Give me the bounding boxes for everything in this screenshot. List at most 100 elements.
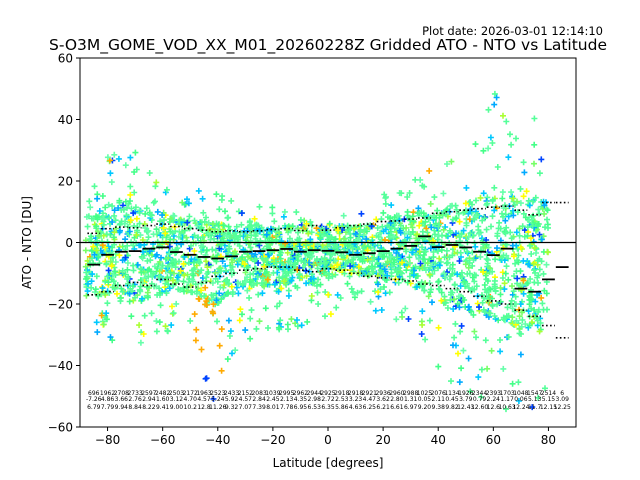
scatter-point (252, 256, 259, 263)
scatter-point (191, 248, 198, 254)
bin-stat-median: 4.57 (239, 396, 253, 403)
scatter-point (310, 275, 317, 282)
scatter-point (296, 275, 303, 282)
scatter-point (142, 210, 149, 217)
bin-stat-count: 2960 (389, 390, 404, 397)
scatter-point (369, 258, 376, 265)
bin-stat-count: 2076 (431, 390, 446, 397)
scatter-point (476, 230, 482, 237)
scatter-point (542, 385, 548, 392)
scatter-point (181, 272, 188, 279)
scatter-point (360, 253, 367, 260)
scatter-point (325, 275, 332, 282)
scatter-point (175, 286, 182, 293)
x-tick-label: 40 (431, 433, 446, 447)
scatter-point (94, 195, 101, 202)
scatter-point (100, 221, 107, 228)
y-tick-label: 20 (58, 175, 73, 189)
scatter-point (137, 265, 144, 272)
scatter-point (277, 263, 284, 270)
scatter-point (466, 270, 473, 277)
scatter-point (224, 356, 231, 363)
scatter-point (231, 250, 238, 257)
scatter-point (242, 269, 249, 276)
scatter-point (327, 311, 334, 318)
scatter-point (492, 288, 499, 295)
bin-stat-count: 2433 (224, 390, 239, 397)
scatter-point (542, 224, 548, 231)
scatter-point (535, 394, 542, 401)
scatter-point (191, 311, 198, 318)
scatter-point (255, 260, 262, 266)
scatter-point (544, 306, 550, 313)
scatter-point (322, 264, 329, 271)
scatter-point (541, 287, 548, 294)
bin-stat-median: 5.13 (528, 396, 542, 403)
scatter-point (153, 226, 160, 233)
bin-stat-count: 2344 (472, 390, 487, 397)
bin-stat-median: -7.26 (86, 396, 102, 403)
scatter-point (228, 197, 235, 204)
scatter-point (124, 242, 131, 249)
bin-stat-std: 12.24 (512, 404, 529, 411)
scatter-point (176, 217, 183, 224)
scatter-point (237, 306, 244, 313)
scatter-point (103, 231, 110, 238)
scatter-point (428, 286, 434, 293)
scatter-point (130, 242, 137, 249)
scatter-point (499, 210, 505, 217)
scatter-point (95, 293, 102, 300)
scatter-point (153, 318, 160, 325)
scatter-point (483, 256, 490, 262)
scatter-point (529, 222, 536, 229)
scatter-point (334, 262, 341, 269)
scatter-point (148, 310, 155, 317)
plot-date: Plot date: 2026-03-01 12:14:10 (422, 24, 603, 38)
scatter-point (538, 156, 545, 163)
scatter-point (491, 207, 498, 214)
scatter-point (451, 296, 457, 303)
scatter-point (415, 255, 422, 262)
scatter-point (99, 242, 106, 249)
scatter-point (456, 234, 463, 241)
scatter-point (426, 271, 433, 278)
scatter-point (144, 257, 151, 264)
scatter-point (450, 342, 456, 349)
scatter-point (360, 232, 367, 239)
scatter-point (126, 228, 133, 235)
scatter-point (520, 277, 527, 284)
scatter-point (123, 212, 130, 219)
scatter-point (204, 264, 211, 271)
scatter-point (213, 297, 220, 304)
scatter-point (465, 355, 472, 362)
scatter-point (471, 278, 478, 285)
scatter-point (137, 339, 144, 346)
scatter-point (103, 310, 110, 317)
scatter-point (177, 267, 184, 274)
scatter-point (421, 287, 428, 294)
scatter-point (118, 285, 125, 292)
scatter-point (216, 342, 223, 349)
scatter-point (245, 224, 252, 231)
bin-stat-count: 1039 (265, 390, 280, 397)
scatter-point (99, 285, 106, 292)
scatter-point (131, 189, 138, 196)
bin-stat-count: 2944 (307, 390, 322, 397)
scatter-point (398, 190, 405, 197)
scatter-point (225, 317, 232, 324)
bin-stat-median: 1.60 (156, 396, 170, 403)
scatter-point (513, 317, 520, 324)
scatter-point (517, 244, 524, 251)
scatter-point (521, 227, 528, 234)
bin-stat-count: 2995 (279, 390, 294, 397)
bin-stat-std: 12.8 (197, 404, 211, 411)
scatter-point (495, 225, 502, 232)
bin-stat-std: 9.00 (170, 404, 184, 411)
scatter-point (157, 218, 164, 225)
scatter-point (500, 112, 506, 119)
scatter-point (515, 259, 522, 266)
scatter-point (122, 271, 129, 278)
scatter-point (432, 231, 438, 238)
scatter-point (225, 280, 232, 287)
scatter-point (529, 319, 535, 326)
